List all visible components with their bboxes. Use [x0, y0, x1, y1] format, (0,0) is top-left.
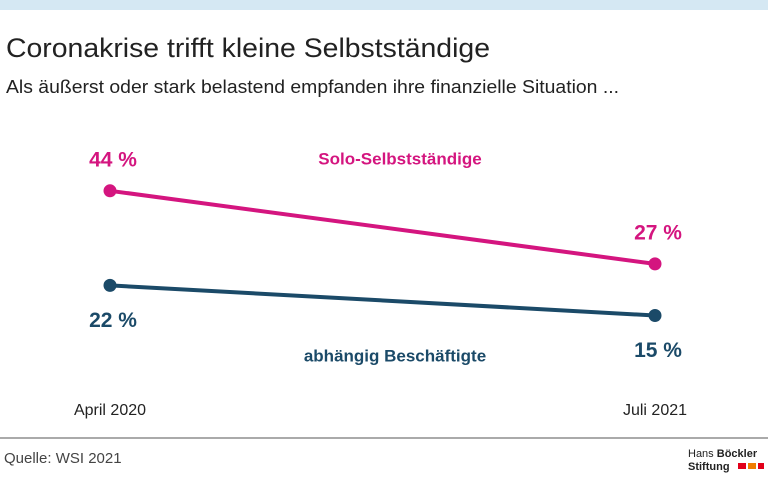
point	[103, 184, 117, 198]
top-band	[0, 0, 768, 10]
logo: Stiftung	[688, 461, 730, 473]
value-label: 22 %	[89, 309, 137, 332]
source: Quelle: WSI 2021	[4, 450, 122, 467]
value-label: 15 %	[634, 339, 682, 362]
x-tick-label: April 2020	[74, 402, 146, 419]
series-line	[109, 188, 656, 266]
logo-block	[748, 463, 756, 469]
chart-subtitle: Als äußerst oder stark belastend empfand…	[6, 77, 619, 97]
value-label: 27 %	[634, 221, 682, 244]
series-line	[109, 283, 656, 318]
value-label: 44 %	[89, 148, 137, 171]
logo-block	[738, 463, 746, 469]
point	[648, 309, 662, 322]
x-tick-label: Juli 2021	[623, 402, 687, 419]
logo-block	[758, 463, 764, 469]
logo: Hans Böckler	[688, 448, 758, 460]
chart-title: Coronakrise trifft kleine Selbstständige	[6, 33, 490, 63]
series-label: abhängig Beschäftigte	[304, 346, 486, 365]
logo-word: Böckler	[717, 448, 758, 460]
point	[648, 257, 662, 271]
point	[103, 278, 117, 292]
logo-word: Hans	[688, 448, 714, 460]
series-label: Solo-Selbstständige	[318, 149, 481, 168]
